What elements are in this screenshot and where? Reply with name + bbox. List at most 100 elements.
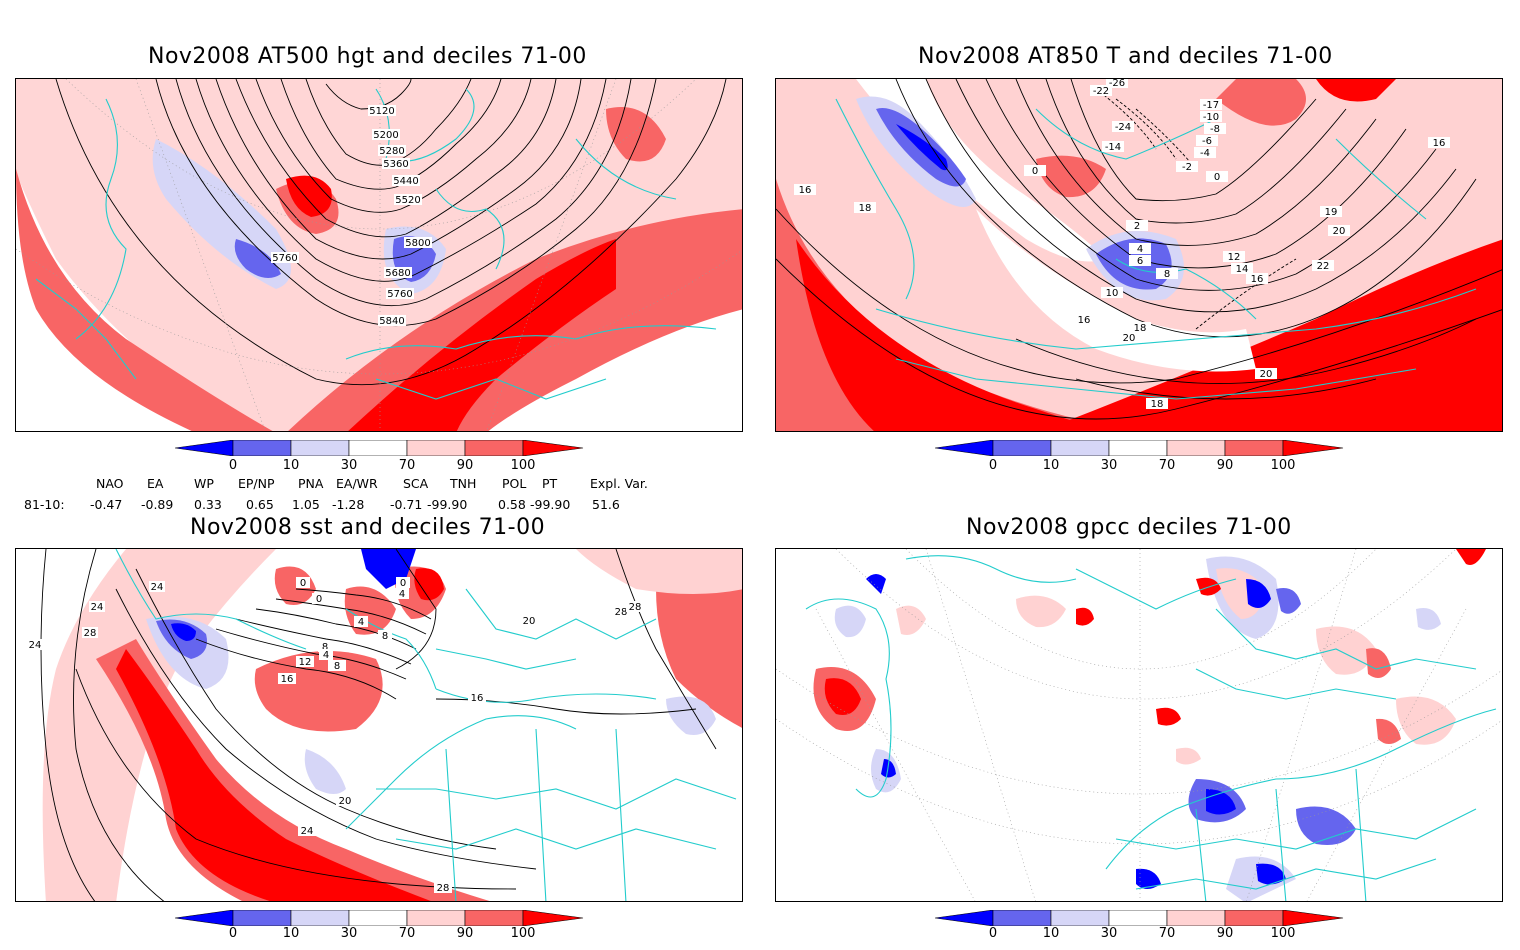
contour-label: 5120	[368, 105, 396, 117]
contour-label: 8	[1156, 268, 1178, 280]
contour-label: 5280	[378, 145, 406, 157]
index-value: 51.6	[592, 497, 620, 512]
map-t850-svg: -26 -22 -17 -10 -8 -24 -6 -14 -4 -2 0 0 …	[776, 79, 1502, 431]
contour-label: 12	[1223, 251, 1245, 263]
panel-title-hgt500: Nov2008 AT500 hgt and deciles 71-00	[148, 44, 587, 69]
colorbar-label: 10	[1042, 458, 1060, 473]
svg-text:4: 4	[399, 589, 405, 600]
svg-text:-10: -10	[1203, 112, 1219, 123]
colorbar-swatch	[935, 910, 994, 926]
colorbar-label: 100	[510, 926, 536, 941]
map-sst-svg: 24 24 28 24 0 0 0 4 4 8 8 4 8 12 16 20 1…	[16, 549, 742, 901]
contour-label: 4	[1129, 243, 1151, 255]
svg-text:5360: 5360	[383, 159, 408, 170]
colorbar-label: 70	[398, 458, 416, 473]
colorbar-swatch	[522, 440, 584, 456]
contour-label: 24	[149, 581, 165, 593]
colorbar-swatch	[406, 440, 466, 456]
contour-label: -22	[1090, 85, 1112, 97]
colorbar-swatch	[1108, 910, 1168, 926]
contour-label: 6	[1129, 255, 1151, 267]
index-header: EP/NP	[238, 476, 275, 491]
svg-text:5800: 5800	[405, 238, 430, 249]
svg-text:8: 8	[322, 642, 328, 653]
colorbar-swatch	[175, 910, 234, 926]
colorbar-gpcc-svg	[935, 910, 1344, 926]
panel-title-gpcc: Nov2008 gpcc deciles 71-00	[966, 515, 1292, 540]
contour-label: 22	[1312, 260, 1334, 272]
svg-text:28: 28	[615, 607, 628, 618]
svg-text:24: 24	[29, 640, 42, 651]
colorbar-label: 70	[398, 926, 416, 941]
contour-label: 8	[328, 660, 346, 672]
colorbar-label: 90	[1216, 458, 1234, 473]
contour-label: 16	[278, 673, 296, 685]
colorbar-swatch	[1050, 910, 1110, 926]
colorbar-label: 70	[1158, 926, 1176, 941]
index-header: NAO	[96, 476, 124, 491]
svg-text:20: 20	[339, 796, 352, 807]
contour-label: 18	[1129, 322, 1151, 334]
colorbar-sst: 0 10 30 70 90 100	[175, 910, 595, 950]
contour-label: 12	[296, 656, 314, 668]
svg-text:-24: -24	[1115, 122, 1131, 133]
contour-label: 24	[298, 825, 316, 837]
contour-label: -14	[1102, 141, 1124, 153]
colorbar-swatch	[1166, 440, 1226, 456]
colorbar-swatch	[290, 440, 350, 456]
index-header: PT	[542, 476, 558, 491]
contour-label: 10	[1101, 287, 1123, 299]
colorbar-gpcc: 0 10 30 70 90 100	[935, 910, 1355, 950]
index-value: 0.58	[498, 497, 526, 512]
svg-text:20: 20	[1260, 369, 1273, 380]
contour-label: 4	[354, 616, 368, 628]
colorbar-swatch	[232, 910, 292, 926]
contour-label: -2	[1176, 161, 1198, 173]
svg-text:8: 8	[382, 631, 388, 642]
colorbar-swatch	[348, 910, 408, 926]
colorbar-swatch	[992, 910, 1052, 926]
svg-text:-22: -22	[1093, 86, 1109, 97]
svg-text:0: 0	[300, 578, 306, 589]
colorbar-t850-svg	[935, 440, 1344, 456]
colorbar-swatch	[406, 910, 466, 926]
map-hgt500: 5120 5200 5280 5360 5440 5520 5760 5800 …	[15, 78, 743, 432]
contour-label: 20	[1118, 332, 1140, 344]
contour-label: -17	[1200, 99, 1222, 111]
colorbar-swatch	[464, 440, 524, 456]
colorbar-swatch	[232, 440, 292, 456]
contour-label: 0	[1206, 171, 1228, 183]
svg-text:6: 6	[1137, 256, 1143, 267]
svg-text:18: 18	[859, 203, 872, 214]
svg-text:28: 28	[629, 602, 642, 613]
svg-text:-4: -4	[1200, 148, 1210, 159]
index-header: Expl. Var.	[590, 476, 648, 491]
index-row-label: 81-10:	[24, 497, 65, 512]
svg-text:-14: -14	[1105, 142, 1121, 153]
contour-label: 14	[1231, 263, 1253, 275]
svg-text:16: 16	[1433, 138, 1446, 149]
colorbar-label: 100	[1270, 458, 1296, 473]
svg-text:2: 2	[1134, 221, 1140, 232]
contour-label: 2	[1126, 220, 1148, 232]
contour-label: 5840	[378, 315, 406, 327]
svg-text:16: 16	[1078, 315, 1091, 326]
index-header: EA	[147, 476, 164, 491]
index-header: TNH	[450, 476, 477, 491]
contour-label: 20	[1255, 368, 1277, 380]
contour-label: 16	[1073, 314, 1095, 326]
contour-label: 20	[1328, 225, 1350, 237]
colorbar-label: 30	[1100, 458, 1118, 473]
contour-label: 0	[396, 577, 410, 589]
svg-text:12: 12	[299, 657, 312, 668]
colorbar-sst-svg	[175, 910, 584, 926]
svg-text:4: 4	[323, 650, 329, 661]
colorbar-label: 0	[228, 458, 238, 473]
contour-label: 24	[27, 639, 43, 651]
colorbar-label: 0	[228, 926, 238, 941]
svg-text:18: 18	[1134, 323, 1147, 334]
contour-label: 16	[468, 692, 486, 704]
map-gpcc	[775, 548, 1503, 902]
svg-text:-26: -26	[1109, 79, 1125, 89]
contour-label: -8	[1204, 123, 1226, 135]
